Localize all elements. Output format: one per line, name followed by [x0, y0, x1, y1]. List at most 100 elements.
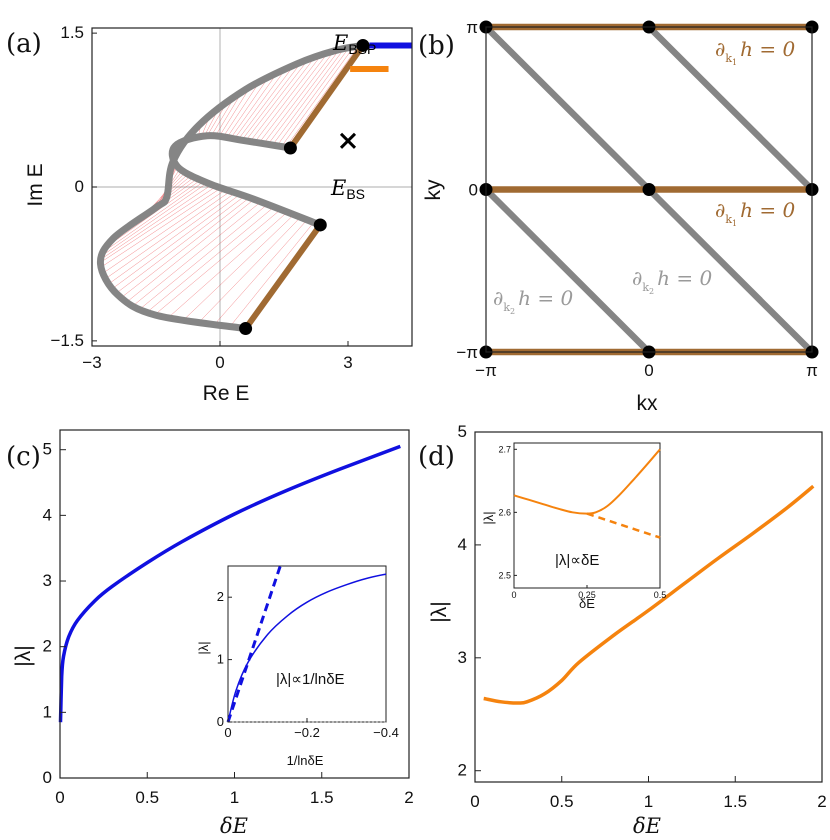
panel-c-ytick-label-4: 4 — [43, 505, 52, 524]
panel-label-a: (a) — [6, 29, 42, 59]
panel-d-ytick-label-3: 5 — [458, 422, 467, 441]
panel-a-fill-line-61 — [134, 201, 261, 305]
panel-d-xtick-label-1: 0.5 — [550, 792, 574, 811]
panel-a-fill-line-14 — [230, 74, 277, 139]
panel-c-xtick-label-3: 1.5 — [310, 788, 334, 807]
panel-a-fill-line-60 — [128, 199, 255, 301]
panel-a-fill-line-64 — [154, 209, 281, 315]
panel-a-fill-line-58 — [116, 195, 245, 294]
panel-d-inset-xtick-label-0: 0 — [511, 590, 516, 600]
panel-a-fill-line-65 — [168, 211, 288, 318]
panel-c-ytick-label-0: 0 — [43, 768, 52, 787]
panel-c-ytick-label-2: 2 — [43, 637, 52, 656]
panel-a-inner-contour — [168, 132, 324, 229]
panel-d-inset-solid — [513, 448, 661, 515]
panel-a-fill-line-9 — [249, 57, 315, 142]
panel-a-chart: −3 0 3 1.5 0 −1.5 Re E Im E EBSP EBS — [24, 23, 413, 405]
panel-a-point-1 — [283, 141, 297, 155]
e-bsp-label: EBSP — [332, 31, 376, 57]
panel-c-xtick-label-4: 2 — [404, 788, 413, 807]
panel-a-fill-line-13 — [233, 69, 286, 140]
panel-b-xlabel: kx — [637, 392, 659, 415]
panel-c-inset-annotation: |λ|∝1/lnδE — [276, 671, 345, 688]
panel-d-ytick-label-0: 2 — [458, 761, 467, 780]
panel-a-fill-line-68 — [214, 219, 308, 325]
panel-a-fill-line-12 — [237, 65, 295, 140]
panel-a-brown-edge-0 — [287, 42, 366, 152]
panel-a-fill-line-4 — [272, 48, 345, 146]
panel-c-inset-solid — [227, 573, 387, 723]
panel-c-xtick-label-1: 0.5 — [135, 788, 159, 807]
panel-c-xtick-label-2: 1 — [230, 788, 239, 807]
panel-c-inset-xtick-label-0: 0 — [224, 725, 231, 740]
panel-a-fill-line-54 — [104, 189, 227, 273]
panel-d-inset-annotation: |λ|∝δE — [555, 552, 599, 569]
panel-a-point-2 — [313, 218, 327, 232]
panel-a-fill-line-50 — [105, 182, 208, 254]
panel-a-ytick-label-0: 1.5 — [60, 23, 84, 42]
panel-b-xtick-label-2: π — [806, 361, 818, 380]
panel-c-series-line — [58, 444, 401, 723]
panel-c-ylabel: |λ| — [12, 645, 35, 666]
panel-c-xlabel: δE — [220, 814, 248, 838]
panel-b-gray-line-1 — [646, 24, 815, 192]
panel-a-fill-line-20 — [206, 104, 226, 136]
panel-a-xtick-label-2: 3 — [343, 353, 352, 372]
panel-a-fill-line-55 — [107, 190, 231, 278]
panel-a-brown-edge-1 — [242, 221, 324, 332]
panel-a-xtick-label-0: −3 — [82, 353, 101, 372]
panel-c-inset-ylabel: |λ| — [196, 641, 211, 654]
panel-a-fill-line-1 — [285, 46, 359, 148]
panel-b-ylabel: ky — [422, 179, 445, 201]
panel-a-fill-line-6 — [263, 50, 335, 144]
panel-d-xtick-label-3: 1.5 — [723, 792, 747, 811]
panel-d-inset-xtick-label-1: 0.25 — [578, 590, 596, 600]
panel-d-series-line — [483, 484, 815, 705]
panel-d-inset-ytick-label-0: 2.5 — [498, 570, 511, 580]
panel-a-ytick-label-2: −1.5 — [50, 331, 84, 350]
panel-c-inset-ytick-label-1: 1 — [217, 652, 224, 667]
dk1h-label-mid: ∂k1h = 0 — [715, 198, 795, 228]
panel-b-ytick-label-2: −π — [456, 343, 478, 362]
panel-a-fill-line-2 — [281, 47, 354, 147]
panel-a-fill-line-49 — [108, 181, 205, 249]
panel-d-ytick-label-1: 3 — [458, 648, 467, 667]
panel-a-point-0 — [356, 38, 370, 52]
panel-a-fill-line-5 — [267, 49, 340, 145]
dk1h-label-top: ∂k1h = 0 — [715, 37, 795, 67]
panel-a-xtick-label-1: 0 — [215, 353, 224, 372]
panel-c-inset-ytick-label-2: 2 — [217, 589, 224, 604]
panel-c-inset-ytick-label-0: 0 — [217, 714, 224, 729]
panel-a-fill-line-17 — [218, 87, 251, 138]
panel-c-chart: 0 0.5 1 1.5 2 0 1 2 3 4 5 δE |λ| 0 −0.2 −0.4 0 1 2 1/ln… — [12, 429, 414, 838]
panel-label-d: (d) — [418, 442, 455, 472]
panel-b-point-4 — [642, 183, 656, 196]
panel-c-ytick-label-5: 5 — [43, 440, 52, 459]
panel-c-ytick-label-3: 3 — [43, 571, 52, 590]
panel-a-fill-line-59 — [121, 197, 250, 298]
panel-a-fill-line-52 — [101, 185, 217, 262]
panel-a-fill-line-57 — [113, 194, 241, 288]
panel-d-xlabel: δE — [633, 814, 661, 838]
dk2h-label-left: ∂k2h = 0 — [493, 286, 573, 316]
panel-label-b: (b) — [418, 31, 455, 61]
panel-a-fill-line-63 — [148, 206, 275, 312]
panel-a-fill-line-7 — [258, 53, 328, 144]
panel-d-chart: 0 0.5 1 1.5 2 2 3 4 5 δE |λ| 0 0.25 0.5 2.5 2.6 2.7 δ… — [428, 422, 827, 838]
panel-a-ytick-label-1: 0 — [75, 177, 84, 196]
panel-a-fill-line-67 — [199, 217, 301, 322]
panel-a-fill-line-11 — [241, 62, 302, 141]
panel-a-fill-line-51 — [103, 184, 213, 258]
panel-a-fill-line-62 — [141, 204, 268, 308]
panel-d-inset-frame — [513, 442, 661, 589]
panel-a-fill-line-66 — [183, 214, 294, 320]
panel-b-xtick-label-0: −π — [475, 361, 497, 380]
panel-c-inset-dashed — [226, 562, 283, 723]
panel-d-inset-ytick-label-2: 2.7 — [498, 444, 511, 454]
panel-c-ytick-label-1: 1 — [43, 702, 52, 721]
panel-a-fill-line-56 — [110, 192, 236, 283]
panel-b-gray-line-2 — [483, 187, 652, 355]
panel-d-inset-xtick-label-2: 0.5 — [654, 590, 667, 600]
panel-a-ylabel: Im E — [24, 163, 47, 206]
